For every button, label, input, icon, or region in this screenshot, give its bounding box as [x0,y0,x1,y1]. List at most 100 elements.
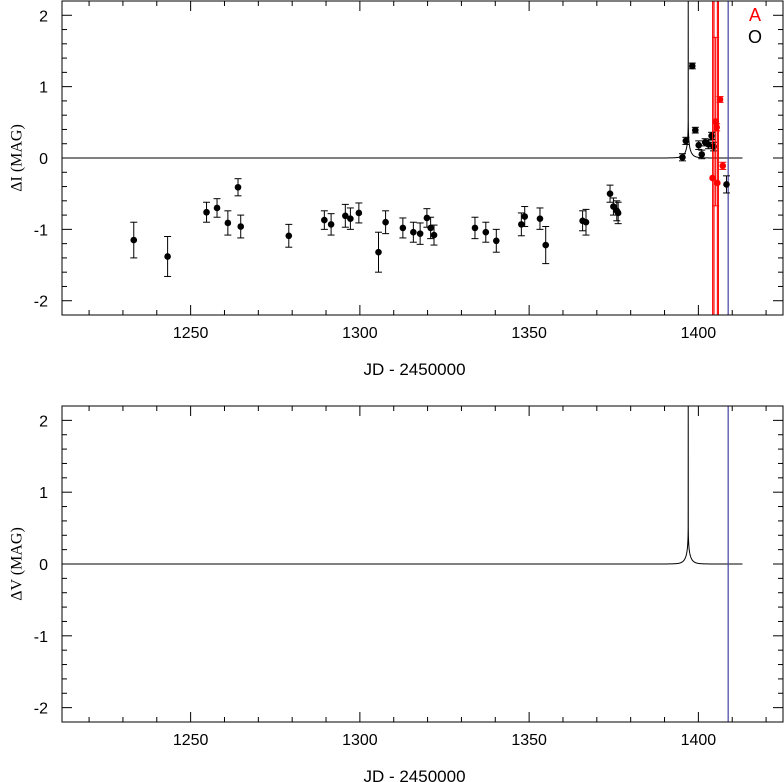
point-marker [471,224,479,232]
data-point [536,207,544,230]
data-point [678,153,686,162]
panel-delta-i: 1250 1300 1350 1400 -2 -1 0 1 2 JD - 2450000 ΔI … [9,0,784,379]
point-marker [482,228,490,236]
y-tick-label: -2 [34,701,48,718]
y-tick-label: 0 [39,557,48,574]
data-point [582,208,590,236]
x-tick-label: 1300 [342,325,378,342]
data-point [416,222,424,245]
data-point [164,236,172,277]
x-tick-label: 1350 [511,325,547,342]
y-tick-label: -2 [34,294,48,311]
data-points-i [130,1,730,315]
y-axis-title-v: ΔV (MAG) [9,527,26,601]
point-marker [327,221,335,228]
data-point [399,217,407,239]
data-point [708,131,716,140]
data-point [688,62,696,70]
point-marker [347,215,354,222]
ticks-i: 1250 1300 1350 1400 -2 -1 0 1 2 [34,0,783,342]
data-point [430,224,438,246]
point-marker [682,137,690,145]
point-marker [492,237,500,245]
data-point [374,231,382,273]
data-point [341,203,349,228]
x-tick-label: 1350 [511,732,547,749]
data-point [382,210,390,235]
point-marker [614,209,622,217]
point-marker [213,204,221,212]
y-axis-title-i: ΔI (MAG) [9,124,26,192]
x-tick-label: 1250 [173,325,209,342]
point-marker [714,179,721,187]
data-point [492,228,500,253]
point-marker [130,236,138,244]
data-point [714,1,721,315]
data-point [213,198,221,218]
point-marker [164,253,171,260]
data-point [682,136,690,145]
panel-delta-v: 1250 1300 1350 1400 -2 -1 0 1 2 JD - 2450000 ΔV … [9,405,784,782]
data-point [327,213,335,236]
point-marker [688,62,696,70]
data-point [224,210,232,236]
point-marker [355,209,363,217]
data-point [346,207,354,230]
x-axis-title-v: JD - 2450000 [363,767,465,782]
model-curve-line [62,406,743,565]
data-point [423,208,431,228]
point-marker [285,232,293,240]
point-marker [692,126,699,134]
data-point [606,184,614,203]
point-marker [713,124,720,131]
x-tick-label: 1400 [681,732,717,749]
point-marker [382,218,389,226]
data-point [698,149,706,160]
point-marker [719,162,727,170]
point-marker [375,248,382,256]
point-marker [521,213,529,220]
point-marker [536,215,544,222]
legend-entry-o: O [748,27,762,47]
point-marker [606,190,614,197]
point-marker [203,208,210,216]
x-tick-label: 1250 [173,732,209,749]
data-point [695,140,703,150]
x-tick-label: 1300 [342,732,378,749]
model-curve-v [62,406,743,565]
y-tick-label: -1 [34,222,48,239]
data-point [614,201,622,225]
data-point [542,226,550,265]
point-marker [698,151,706,158]
data-point [716,96,724,103]
point-marker [427,224,434,232]
data-point [722,175,730,194]
point-marker [716,96,724,103]
data-point [355,202,363,224]
data-point [691,126,699,134]
model-curve-i [62,1,743,159]
x-axis-title-i: JD - 2450000 [363,360,465,379]
point-marker [321,216,328,224]
point-marker [679,153,686,161]
ticks-v: 1250 1300 1350 1400 -2 -1 0 1 2 [34,405,783,749]
data-point [409,221,417,243]
data-point [203,201,211,223]
point-marker [430,231,438,239]
point-marker [423,214,431,222]
series-o [130,62,730,277]
point-marker [416,230,424,237]
vertical-lines-i [713,1,729,315]
y-tick-label: 2 [39,8,48,25]
y-tick-label: -1 [34,629,48,646]
series-a [709,1,727,315]
y-tick-label: 1 [39,485,48,502]
point-marker [399,224,407,232]
point-marker [234,183,242,191]
y-tick-label: 0 [39,151,48,168]
y-tick-label: 1 [39,80,48,97]
data-point [285,223,293,248]
point-marker [542,241,550,249]
data-point [471,216,479,240]
